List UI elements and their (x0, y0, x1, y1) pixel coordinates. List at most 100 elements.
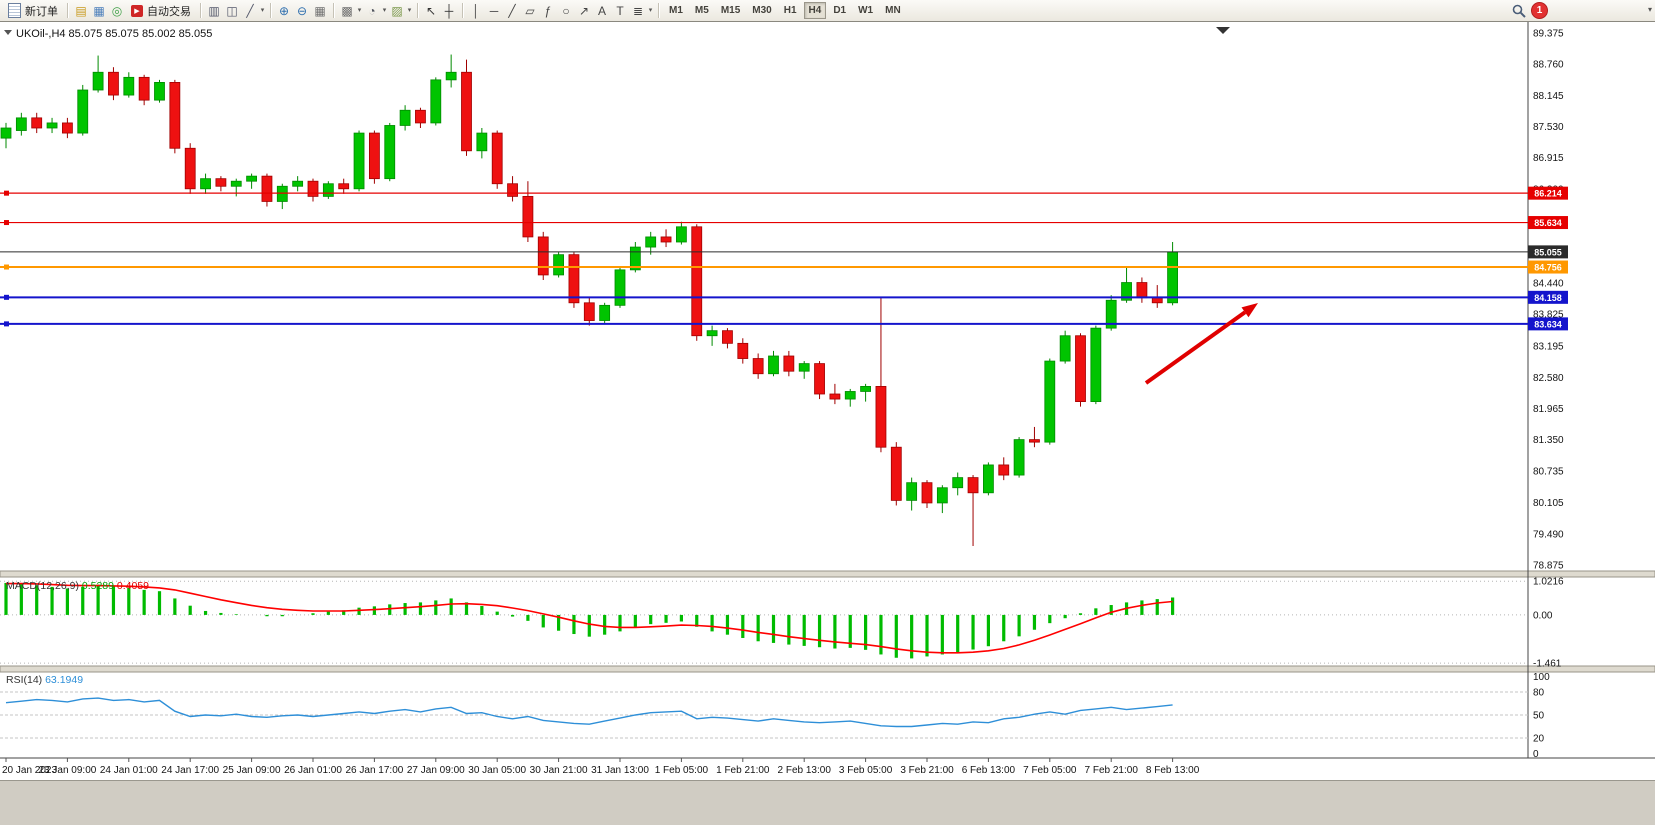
svg-text:24 Jan 01:00: 24 Jan 01:00 (100, 765, 158, 776)
template-icon[interactable]: ▨ (391, 3, 403, 18)
autoscroll-marker[interactable] (1216, 27, 1230, 34)
timeframe-button-M15[interactable]: M15 (720, 5, 741, 16)
line-handle[interactable] (4, 190, 9, 196)
toolbar-overflow-icon[interactable]: ▾ (1647, 5, 1652, 14)
candle (292, 176, 304, 192)
crosshair-icon[interactable]: ┼ (444, 3, 454, 18)
candle (368, 130, 380, 184)
svg-text:86.915: 86.915 (1533, 153, 1564, 164)
svg-text:88.760: 88.760 (1533, 60, 1564, 71)
candle (154, 79, 165, 103)
chart-type-caret-icon[interactable]: ▾ (260, 7, 265, 14)
line-chart-icon[interactable]: ╱ (246, 3, 254, 18)
pane-separator[interactable] (0, 570, 1655, 578)
timeframe-button-M1[interactable]: M1 (669, 5, 683, 16)
svg-text:7 Feb 21:00: 7 Feb 21:00 (1085, 765, 1139, 776)
candle (860, 383, 871, 402)
periods-icon[interactable]: ◔ (368, 3, 376, 18)
candle (215, 176, 227, 192)
timeframe-button-D1[interactable]: D1 (833, 5, 847, 16)
price-tag (1528, 245, 1568, 259)
periods-caret-icon[interactable]: ▾ (382, 7, 387, 14)
chart-canvas[interactable]: 89.37588.76088.14587.53086.91586.30085.6… (0, 22, 1655, 780)
candlestick-chart-icon[interactable]: ◫ (226, 3, 238, 18)
objects-caret-icon[interactable]: ▾ (648, 7, 653, 14)
toolbar-separator (270, 3, 271, 18)
candle (1105, 295, 1117, 331)
candle (200, 173, 211, 194)
chart-menu-icon[interactable] (4, 30, 12, 35)
svg-text:31 Jan 13:00: 31 Jan 13:00 (591, 765, 649, 776)
new-chart-caret-icon[interactable]: ▾ (357, 7, 362, 14)
svg-text:89.375: 89.375 (1533, 29, 1564, 40)
candle (906, 477, 918, 511)
svg-text:83.195: 83.195 (1533, 342, 1564, 353)
svg-text:0: 0 (1533, 749, 1539, 760)
line-handle[interactable] (4, 294, 9, 300)
label-icon[interactable]: T (616, 3, 624, 18)
price-tag (1528, 290, 1568, 304)
svg-text:1 Feb 21:00: 1 Feb 21:00 (716, 765, 770, 776)
candle (645, 231, 657, 255)
trend-arrow-head[interactable] (1241, 303, 1259, 318)
timeframe-button-W1[interactable]: W1 (858, 5, 874, 16)
line-handle[interactable] (4, 220, 9, 226)
horizontal-line-icon[interactable]: ─ (489, 3, 499, 18)
line-handle[interactable] (4, 264, 9, 270)
macd-signal-line (6, 582, 1173, 654)
candle (614, 267, 626, 308)
tile-windows-icon[interactable]: ▦ (314, 3, 326, 18)
notification-badge[interactable]: 1 (1531, 2, 1548, 19)
svg-text:24 Jan 17:00: 24 Jan 17:00 (161, 765, 219, 776)
cursor-icon[interactable]: ↖ (425, 3, 437, 18)
fibonacci-icon[interactable]: ƒ (544, 3, 552, 18)
svg-text:80.735: 80.735 (1533, 466, 1564, 477)
timeframe-button-MN[interactable]: MN (885, 5, 901, 16)
svg-text:1.0216: 1.0216 (1533, 577, 1564, 588)
shapes-icon[interactable]: ○ (562, 3, 570, 18)
bar-chart-icon[interactable]: ▥ (208, 3, 220, 18)
template-caret-icon[interactable]: ▾ (407, 7, 412, 14)
market-watch-icon[interactable]: ▦ (93, 3, 105, 18)
svg-text:3 Feb 21:00: 3 Feb 21:00 (900, 765, 954, 776)
new-order-icon (8, 3, 21, 18)
zoom-in-icon[interactable]: ⊕ (278, 3, 290, 18)
svg-text:83.825: 83.825 (1533, 310, 1564, 321)
chart-symbol-header: UKOil-,H4 85.075 85.075 85.002 85.055 (16, 28, 212, 40)
new-chart-icon[interactable]: ▩ (341, 3, 353, 18)
profiles-icon[interactable]: ▤ (75, 3, 87, 18)
search-icon[interactable] (1512, 4, 1526, 18)
new-order-button[interactable]: 新订单 (3, 2, 63, 20)
candles-layer (0, 54, 1178, 546)
candle (92, 55, 104, 93)
navigator-icon[interactable]: ◎ (111, 3, 123, 18)
candle (783, 350, 795, 377)
candle (875, 297, 887, 453)
timeframe-button-H1[interactable]: H1 (783, 5, 797, 16)
cycle-lines-icon[interactable]: ≣ (632, 3, 644, 18)
svg-text:0.00: 0.00 (1533, 610, 1553, 621)
timeframe-button-M30[interactable]: M30 (752, 5, 772, 16)
zoom-out-icon[interactable]: ⊖ (296, 3, 308, 18)
rsi-label: RSI(14) 63.1949 (6, 674, 83, 686)
vertical-line-icon[interactable]: │ (472, 3, 480, 18)
arrow-objects-icon[interactable]: ↗ (578, 3, 590, 18)
candle (123, 72, 135, 98)
timeframe-button-H4[interactable]: H4 (803, 2, 827, 19)
candle (952, 472, 964, 496)
candle (583, 297, 595, 326)
candle (108, 67, 119, 101)
svg-text:1 Feb 05:00: 1 Feb 05:00 (655, 765, 709, 776)
svg-text:20 Jan 2023: 20 Jan 2023 (2, 765, 57, 776)
svg-text:7 Feb 05:00: 7 Feb 05:00 (1023, 765, 1077, 776)
rsi-line (5, 697, 1173, 728)
auto-trading-button[interactable]: ▶ 自动交易 (126, 2, 196, 20)
line-handle[interactable] (4, 321, 9, 327)
text-icon[interactable]: A (597, 3, 606, 18)
pane-separator[interactable] (0, 665, 1655, 673)
trend-arrow[interactable] (1144, 310, 1247, 385)
trendline-icon[interactable]: ╱ (508, 3, 516, 18)
timeframe-button-M5[interactable]: M5 (694, 5, 709, 16)
channel-icon[interactable]: ▱ (525, 3, 535, 18)
